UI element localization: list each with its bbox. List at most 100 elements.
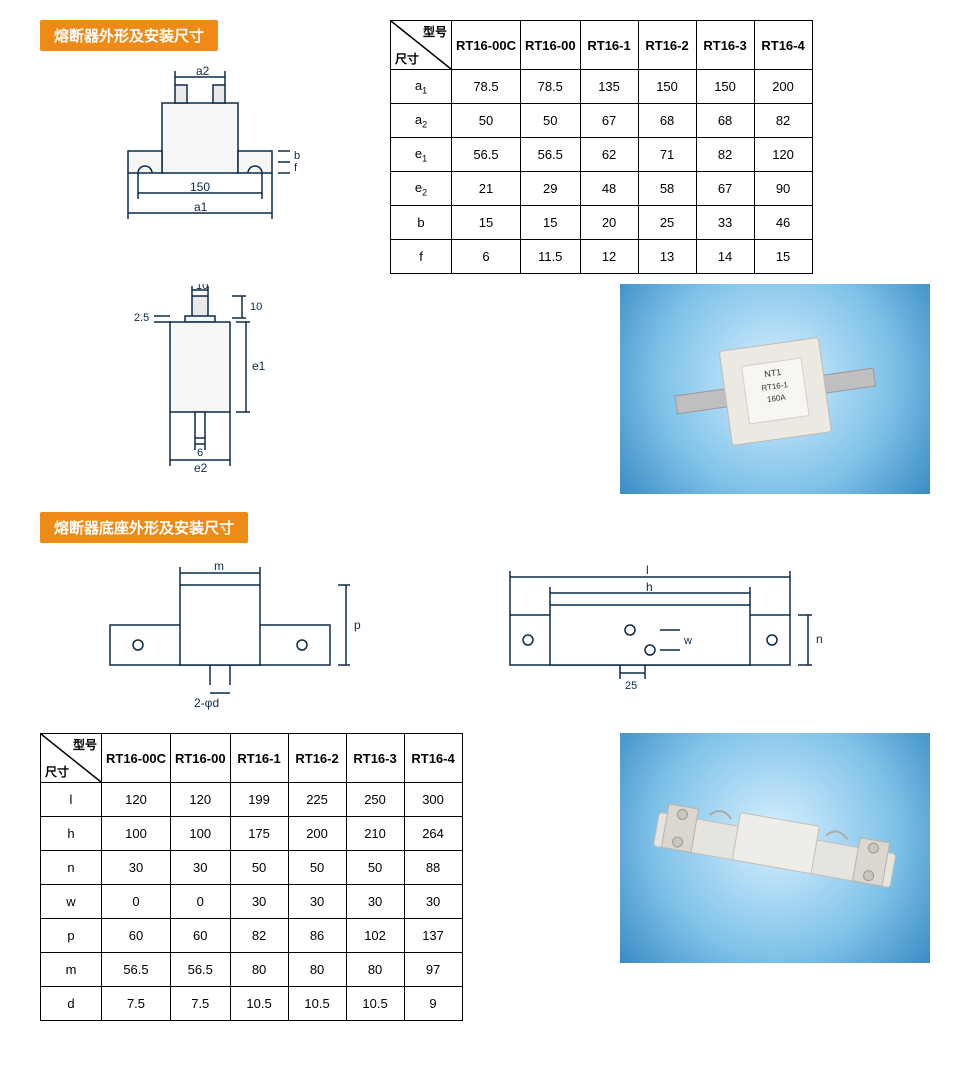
cell: 9 xyxy=(404,987,462,1021)
corner-bottom-label: 尺寸 xyxy=(395,50,419,67)
dim-e2: e2 xyxy=(194,461,208,474)
cell: 71 xyxy=(638,138,696,172)
cell: 50 xyxy=(520,104,580,138)
cell: 100 xyxy=(102,817,171,851)
cell: 56.5 xyxy=(520,138,580,172)
cell: 58 xyxy=(638,172,696,206)
cell: 150 xyxy=(638,70,696,104)
dim-2phid: 2-φd xyxy=(194,696,219,710)
row-label: w xyxy=(41,885,102,919)
cell: 90 xyxy=(754,172,812,206)
cell: 0 xyxy=(102,885,171,919)
dim-w: w xyxy=(683,635,692,647)
table-corner-2: 型号 尺寸 xyxy=(41,734,102,783)
cell: 60 xyxy=(102,919,171,953)
dim-n: n xyxy=(816,632,823,646)
cell: 50 xyxy=(288,851,346,885)
model-header: RT16-00 xyxy=(520,21,580,70)
cell: 175 xyxy=(230,817,288,851)
cell: 50 xyxy=(230,851,288,885)
table-corner: 型号 尺寸 xyxy=(391,21,452,70)
cell: 14 xyxy=(696,240,754,274)
row-label: p xyxy=(41,919,102,953)
table-row: m56.556.580808097 xyxy=(41,953,463,987)
cell: 250 xyxy=(346,783,404,817)
model-header: RT16-00C xyxy=(452,21,521,70)
dim-p: p xyxy=(354,618,361,632)
cell: 10.5 xyxy=(346,987,404,1021)
table-row: b151520253346 xyxy=(391,206,813,240)
dim-2-5: 2.5 xyxy=(134,312,149,324)
corner-bottom-label-2: 尺寸 xyxy=(45,763,69,780)
diagram-base-top: l h n w 25 xyxy=(480,555,840,705)
table-row: e2212948586790 xyxy=(391,172,813,206)
model-header: RT16-2 xyxy=(638,21,696,70)
cell: 50 xyxy=(452,104,521,138)
cell: 15 xyxy=(754,240,812,274)
row-label: m xyxy=(41,953,102,987)
cell: 15 xyxy=(520,206,580,240)
dim-10a: 10 xyxy=(196,284,208,292)
model-header: RT16-2 xyxy=(288,734,346,783)
cell: 80 xyxy=(346,953,404,987)
cell: 30 xyxy=(404,885,462,919)
cell: 30 xyxy=(170,851,230,885)
model-header: RT16-1 xyxy=(580,21,638,70)
cell: 120 xyxy=(754,138,812,172)
dim-a1: a1 xyxy=(194,200,208,214)
dim-f: f xyxy=(294,162,298,174)
table-row: a2505067686882 xyxy=(391,104,813,138)
cell: 15 xyxy=(452,206,521,240)
dim-6: 6 xyxy=(197,447,203,459)
dim-25: 25 xyxy=(625,680,637,692)
cell: 200 xyxy=(754,70,812,104)
cell: 264 xyxy=(404,817,462,851)
cell: 29 xyxy=(520,172,580,206)
dim-h: h xyxy=(646,580,653,594)
cell: 67 xyxy=(696,172,754,206)
cell: 30 xyxy=(288,885,346,919)
cell: 30 xyxy=(230,885,288,919)
cell: 56.5 xyxy=(170,953,230,987)
cell: 135 xyxy=(580,70,638,104)
cell: 56.5 xyxy=(102,953,171,987)
dim-10b: 10 xyxy=(250,301,262,313)
cell: 62 xyxy=(580,138,638,172)
cell: 100 xyxy=(170,817,230,851)
model-header: RT16-4 xyxy=(404,734,462,783)
cell: 86 xyxy=(288,919,346,953)
cell: 68 xyxy=(638,104,696,138)
cell: 300 xyxy=(404,783,462,817)
heading-fuse: 熔断器外形及安装尺寸 xyxy=(40,20,218,51)
cell: 199 xyxy=(230,783,288,817)
table-row: e156.556.5627182120 xyxy=(391,138,813,172)
cell: 80 xyxy=(288,953,346,987)
cell: 30 xyxy=(346,885,404,919)
heading-base: 熔断器底座外形及安装尺寸 xyxy=(40,512,248,543)
cell: 210 xyxy=(346,817,404,851)
dim-l: l xyxy=(646,563,649,577)
model-header: RT16-3 xyxy=(346,734,404,783)
cell: 50 xyxy=(346,851,404,885)
row-label: e2 xyxy=(391,172,452,206)
cell: 10.5 xyxy=(288,987,346,1021)
model-header: RT16-00C xyxy=(102,734,171,783)
cell: 68 xyxy=(696,104,754,138)
row-label: l xyxy=(41,783,102,817)
cell: 82 xyxy=(230,919,288,953)
cell: 225 xyxy=(288,783,346,817)
cell: 30 xyxy=(102,851,171,885)
table-row: f611.512131415 xyxy=(391,240,813,274)
cell: 48 xyxy=(580,172,638,206)
corner-top-label: 型号 xyxy=(423,23,447,40)
cell: 7.5 xyxy=(170,987,230,1021)
diagram-fuse-front: a2 150 a1 b f xyxy=(40,63,360,233)
cell: 25 xyxy=(638,206,696,240)
table-row: d7.57.510.510.510.59 xyxy=(41,987,463,1021)
base-dimensions-table: 型号 尺寸 RT16-00CRT16-00RT16-1RT16-2RT16-3R… xyxy=(40,733,463,1021)
product-photo-base xyxy=(620,733,930,963)
table-row: a178.578.5135150150200 xyxy=(391,70,813,104)
cell: 78.5 xyxy=(452,70,521,104)
cell: 60 xyxy=(170,919,230,953)
cell: 82 xyxy=(696,138,754,172)
